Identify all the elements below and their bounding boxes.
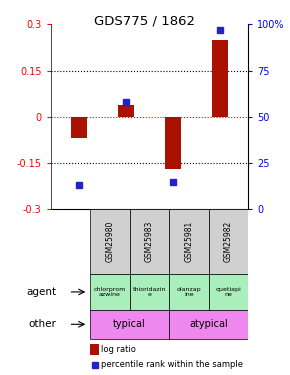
Bar (90, 310, 169, 339)
Text: GSM25981: GSM25981 (184, 221, 193, 262)
Text: GSM25982: GSM25982 (224, 221, 233, 262)
Text: typical: typical (113, 319, 146, 329)
Bar (118, 105, 134, 117)
Bar (90, 274, 130, 310)
Bar (169, 310, 248, 339)
Bar (90, 209, 130, 274)
Text: chlorprom
azwine: chlorprom azwine (94, 286, 126, 297)
Bar (90, 344, 99, 355)
Text: agent: agent (27, 287, 57, 297)
Bar (130, 209, 169, 274)
Bar (169, 209, 209, 274)
Text: log ratio: log ratio (101, 345, 136, 354)
Bar (209, 274, 248, 310)
Text: percentile rank within the sample: percentile rank within the sample (101, 360, 243, 369)
Text: quetiapi
ne: quetiapi ne (215, 286, 241, 297)
Text: GSM25983: GSM25983 (145, 221, 154, 262)
Text: other: other (29, 319, 57, 329)
Bar (169, 274, 209, 310)
Text: GSM25980: GSM25980 (105, 221, 115, 262)
Text: GDS775 / 1862: GDS775 / 1862 (95, 15, 195, 28)
Bar (212, 40, 228, 117)
Bar (71, 117, 87, 138)
Bar (209, 209, 248, 274)
Bar (130, 274, 169, 310)
Bar (165, 117, 181, 169)
Text: atypical: atypical (189, 319, 228, 329)
Text: olanzap
ine: olanzap ine (177, 286, 201, 297)
Text: thioridazin
e: thioridazin e (133, 286, 166, 297)
